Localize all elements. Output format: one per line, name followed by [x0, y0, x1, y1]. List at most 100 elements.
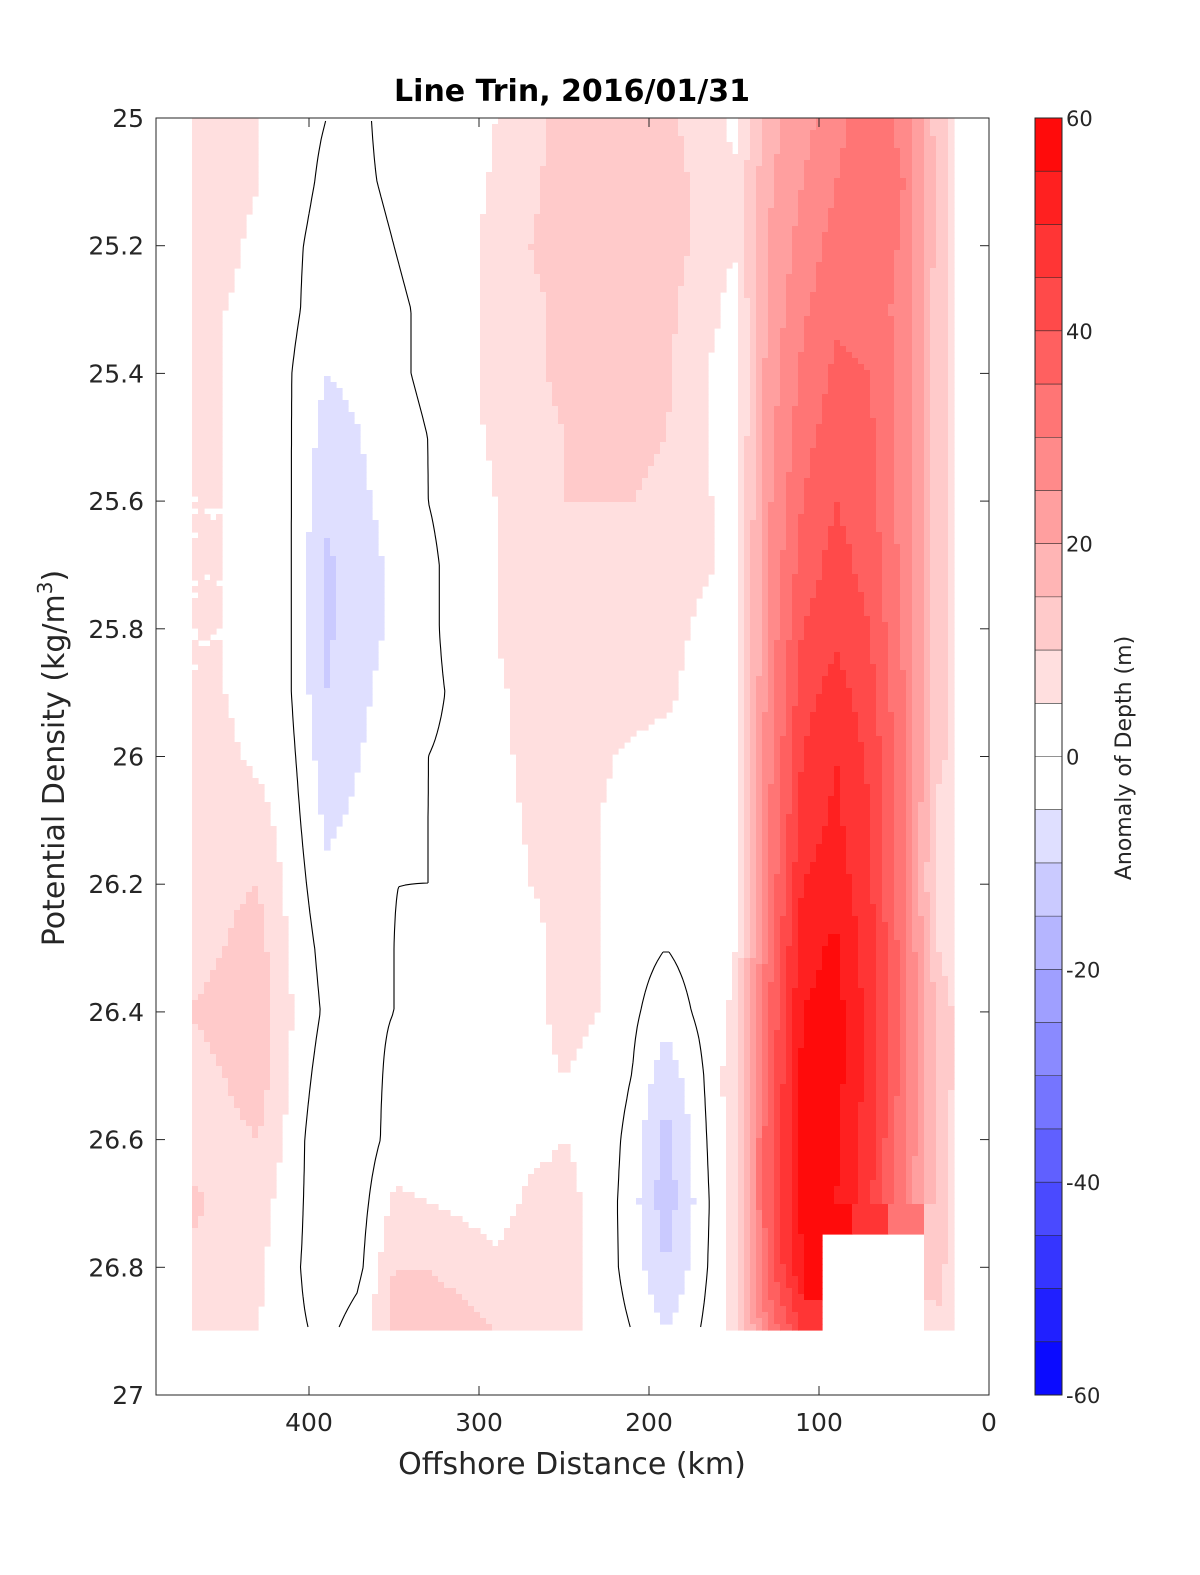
contour-band-cell	[768, 1318, 775, 1325]
contour-band-cell	[738, 262, 745, 269]
contour-band-cell	[852, 874, 871, 881]
contour-band-cell	[378, 1264, 583, 1271]
contour-band-cell	[906, 1138, 919, 1145]
contour-band-cell	[924, 1174, 937, 1181]
contour-band-cell	[864, 1054, 877, 1061]
contour-band-cell	[258, 886, 283, 893]
contour-band-cell	[318, 790, 355, 797]
contour-band-cell	[900, 970, 907, 977]
contour-band-cell	[846, 838, 871, 845]
contour-band-cell	[690, 202, 745, 209]
contour-band-cell	[324, 658, 331, 665]
contour-band-cell	[924, 262, 937, 269]
contour-band-cell	[756, 892, 763, 899]
contour-band-cell	[690, 184, 745, 191]
contour-band-cell	[948, 526, 955, 533]
contour-band-cell	[798, 808, 829, 815]
contour-band-cell	[912, 886, 919, 893]
contour-band-cell	[756, 826, 763, 833]
contour-band-cell	[738, 694, 745, 701]
contour-band-cell	[738, 352, 751, 359]
contour-band-cell	[768, 268, 793, 275]
contour-band-cell	[924, 376, 931, 383]
contour-band-cell	[906, 1156, 913, 1163]
contour-band-cell	[744, 172, 757, 179]
contour-band-cell	[930, 538, 949, 545]
contour-band-cell	[936, 244, 949, 251]
contour-band-cell	[198, 580, 217, 587]
contour-band-cell	[876, 490, 895, 497]
contour-band-cell	[792, 1204, 799, 1211]
contour-band-cell	[906, 742, 913, 749]
contour-band-cell	[192, 208, 253, 215]
contour-band-cell	[768, 526, 787, 533]
contour-band-cell	[744, 568, 751, 575]
contour-band-cell	[756, 1306, 763, 1313]
contour-band-cell	[900, 658, 913, 665]
contour-band-cell	[804, 496, 877, 503]
contour-band-cell	[930, 376, 949, 383]
contour-band-cell	[894, 880, 907, 887]
contour-band-cell	[552, 1156, 571, 1163]
contour-band-cell	[480, 394, 553, 401]
contour-band-cell	[498, 628, 691, 635]
contour-band-cell	[816, 124, 847, 131]
contour-band-cell	[192, 964, 217, 971]
contour-band-cell	[840, 994, 865, 1001]
contour-band-cell	[924, 874, 937, 881]
contour-band-cell	[870, 898, 883, 905]
contour-band-cell	[924, 1114, 937, 1121]
contour-band-cell	[744, 880, 751, 887]
contour-band-cell	[876, 904, 883, 911]
contour-band-cell	[324, 832, 337, 839]
contour-band-cell	[270, 976, 289, 983]
colorbar-band	[1035, 490, 1062, 545]
contour-band-cell	[192, 1006, 271, 1013]
contour-band-cell	[924, 1012, 937, 1019]
contour-band-cell	[798, 376, 829, 383]
contour-band-cell	[912, 370, 925, 377]
contour-band-cell	[756, 1120, 763, 1127]
contour-band-cell	[918, 808, 931, 815]
contour-band-cell	[930, 310, 949, 317]
contour-band-cell	[924, 166, 937, 173]
contour-band-cell	[804, 1270, 823, 1277]
contour-band-cell	[792, 736, 805, 743]
contour-band-cell	[798, 1282, 805, 1289]
contour-band-cell	[756, 448, 763, 455]
contour-band-cell	[912, 124, 925, 131]
contour-band-cell	[870, 814, 883, 821]
contour-band-cell	[192, 352, 223, 359]
contour-band-cell	[498, 550, 715, 557]
contour-band-cell	[492, 466, 565, 473]
contour-band-cell	[930, 832, 937, 839]
contour-band-cell	[846, 844, 871, 851]
contour-band-cell	[480, 370, 547, 377]
contour-band-cell	[744, 1246, 751, 1253]
contour-band-cell	[948, 304, 955, 311]
contour-band-cell	[894, 748, 907, 755]
contour-band-cell	[522, 814, 601, 821]
contour-band-cell	[780, 1174, 793, 1181]
contour-band-cell	[480, 226, 535, 233]
contour-band-cell	[642, 1240, 661, 1247]
contour-band-cell	[192, 466, 223, 473]
contour-band-cell	[822, 550, 853, 557]
contour-band-cell	[906, 1042, 919, 1049]
contour-band-cell	[852, 556, 883, 563]
contour-band-cell	[774, 1276, 787, 1283]
contour-band-cell	[894, 406, 913, 413]
contour-band-cell	[780, 862, 787, 869]
contour-band-cell	[876, 1072, 889, 1079]
contour-band-cell	[912, 490, 925, 497]
contour-band-cell	[252, 1132, 259, 1139]
contour-band-cell	[732, 994, 739, 1001]
contour-band-cell	[312, 694, 373, 701]
contour-band-cell	[918, 1042, 925, 1049]
contour-band-cell	[756, 1144, 763, 1151]
colorbar-band	[1035, 1235, 1062, 1290]
contour-band-cell	[756, 724, 763, 731]
contour-band-cell	[762, 142, 781, 149]
contour-band-cell	[876, 934, 889, 941]
contour-band-cell	[768, 922, 775, 929]
